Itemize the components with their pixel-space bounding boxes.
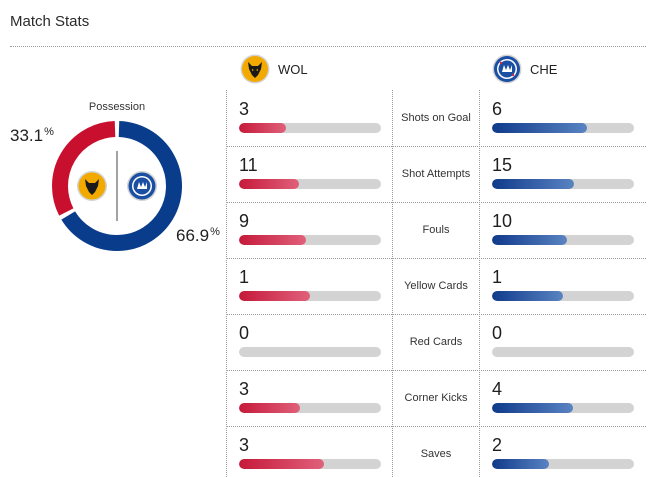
away-stat-value: 6 [492, 99, 503, 119]
home-stat-value: 3 [239, 99, 250, 119]
home-stat-bar-fill [239, 403, 300, 413]
away-stat-bar-fill [492, 291, 563, 301]
away-stat-bar-fill [492, 123, 587, 133]
possession-label: Possession [88, 101, 146, 113]
home-stat-bar-fill [239, 235, 307, 245]
row-divider [226, 258, 646, 259]
stat-label: Fouls [422, 224, 450, 236]
home-team-abbr: WOL [278, 61, 308, 77]
away-stat-bar-track [492, 459, 634, 469]
chelsea-badge-icon [492, 54, 522, 84]
column-divider-left [226, 90, 227, 477]
away-stat-value: 10 [492, 211, 513, 231]
home-stat-value: 3 [239, 379, 250, 399]
column-divider-mid-right [479, 90, 480, 477]
home-stat-bar-track [239, 123, 381, 133]
away-stat-value: 1 [492, 267, 503, 287]
home-stat-bar-fill [239, 179, 300, 189]
home-stat-value: 11 [239, 155, 258, 175]
away-team-header: CHE [492, 54, 557, 84]
stat-label: Red Cards [409, 336, 463, 348]
home-stat-value: 3 [239, 435, 250, 455]
away-team-abbr: CHE [530, 61, 558, 77]
column-divider-mid-left [392, 90, 393, 477]
away-stat-bar-track [492, 235, 634, 245]
home-stat-bar-fill [239, 291, 310, 301]
away-stat-bar-fill [492, 179, 574, 189]
away-stat-value: 0 [492, 323, 503, 343]
stat-label: Saves [420, 448, 452, 460]
row-divider [226, 426, 646, 427]
stat-label: Corner Kicks [404, 392, 468, 404]
home-stat-value: 0 [239, 323, 250, 343]
home-stat-value: 1 [239, 267, 250, 287]
home-team-header: WOL [240, 54, 308, 84]
away-possession-pct: 66.9% [176, 226, 220, 245]
away-stat-value: 4 [492, 379, 503, 399]
header-divider [10, 46, 646, 47]
page-title: Match Stats [10, 13, 90, 30]
home-stat-bar-fill [239, 123, 287, 133]
home-stat-bar-track [239, 179, 381, 189]
away-possession-arc [61, 121, 182, 251]
away-stat-bar-track [492, 123, 634, 133]
stat-label: Yellow Cards [404, 280, 468, 292]
row-divider [226, 314, 646, 315]
possession-donut [52, 121, 182, 251]
away-stat-bar-track [492, 291, 634, 301]
home-stat-bar-track [239, 291, 381, 301]
away-stat-bar-track [492, 179, 634, 189]
away-stat-bar-track [492, 403, 634, 413]
home-possession-arc [52, 121, 116, 216]
home-stat-bar-fill [239, 459, 325, 469]
home-stat-bar-track [239, 235, 381, 245]
away-stat-bar-track [492, 347, 634, 357]
chelsea-badge-icon [127, 171, 157, 201]
away-stat-value: 15 [492, 155, 513, 175]
away-stat-bar-fill [492, 235, 567, 245]
home-stat-bar-track [239, 403, 381, 413]
home-possession-pct: 33.1% [10, 126, 54, 145]
away-stat-bar-fill [492, 403, 574, 413]
stat-label: Shots on Goal [401, 112, 471, 124]
wolves-badge-icon [240, 54, 270, 84]
away-stat-bar-fill [492, 459, 549, 469]
row-divider [226, 146, 646, 147]
stat-label: Shot Attempts [401, 168, 471, 180]
home-stat-bar-track [239, 459, 381, 469]
away-stat-value: 2 [492, 435, 503, 455]
row-divider [226, 370, 646, 371]
home-stat-bar-track [239, 347, 381, 357]
home-stat-value: 9 [239, 211, 250, 231]
row-divider [226, 202, 646, 203]
wolves-badge-icon [77, 171, 107, 201]
